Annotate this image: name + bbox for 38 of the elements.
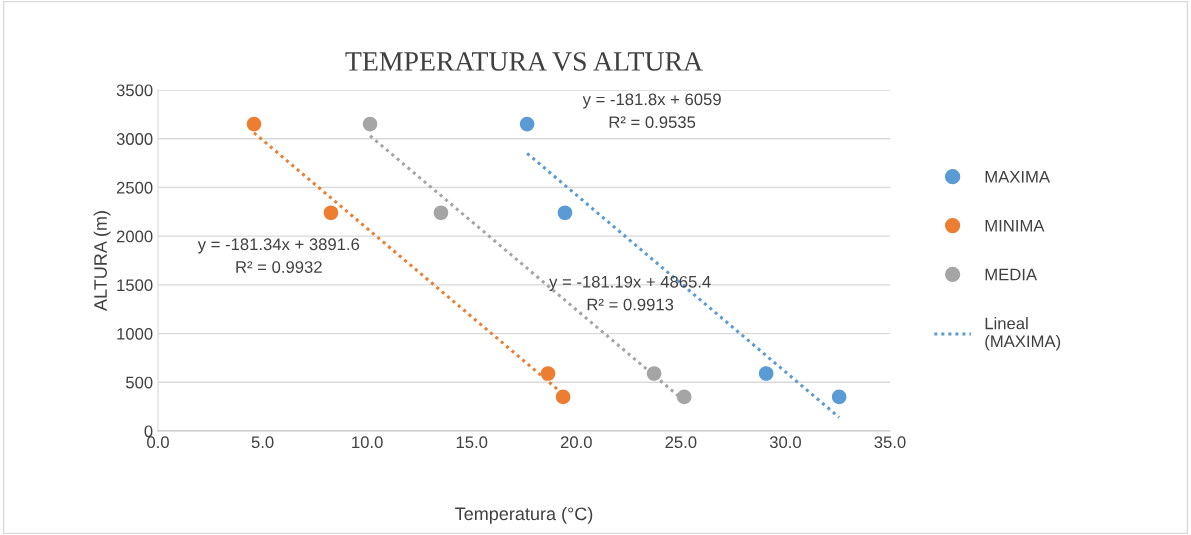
point (555, 389, 571, 405)
point (540, 366, 556, 381)
point (246, 116, 262, 132)
x-tick-label: 5.0 (251, 436, 274, 449)
point (362, 116, 378, 132)
x-tick-label: 25.0 (665, 436, 697, 449)
point (676, 389, 692, 405)
x-tick-label: 30.0 (769, 436, 801, 449)
annotation: y = -181.8x + 6059 R² = 0.9535 (582, 93, 721, 129)
legend-label: Lineal (MAXIMA) (985, 317, 1061, 351)
annotation: y = -181.19x + 4865.4 R² = 0.9913 (549, 275, 711, 311)
legend-label: MEDIA (985, 268, 1038, 281)
y-tick-label: 2500 (116, 181, 153, 194)
point (519, 116, 535, 132)
x-tick-label: 10.0 (352, 436, 383, 449)
y-tick-label: 3500 (116, 84, 153, 97)
legend-label: MINIMA (985, 219, 1045, 232)
legend-label: MAXIMA (985, 171, 1050, 183)
point (557, 205, 573, 221)
y-tick-label: 3000 (116, 133, 153, 145)
y-tick-label: 1500 (117, 279, 153, 292)
x-tick-label: 20.0 (560, 436, 592, 449)
x-tick-label: 15.0 (456, 436, 488, 449)
y-tick-label: 1000 (117, 327, 153, 340)
y-axis-title: ALTURA (m) (93, 211, 111, 311)
x-axis-title: Temperatura (°C) (455, 506, 593, 524)
x-tick-label: 0.0 (147, 436, 169, 449)
chart-title: TEMPERATURA VS ALTURA (345, 52, 703, 71)
point (831, 389, 847, 405)
y-tick-label: 500 (126, 376, 153, 389)
y-tick-label: 0 (144, 425, 153, 438)
point (758, 366, 774, 381)
point (646, 366, 662, 381)
x-tick-label: 35.0 (874, 436, 906, 449)
y-tick-label: 2000 (116, 230, 153, 243)
point (323, 205, 339, 221)
point (433, 205, 449, 221)
annotation: y = -181.34x + 3891.6 R² = 0.9932 (197, 238, 360, 273)
